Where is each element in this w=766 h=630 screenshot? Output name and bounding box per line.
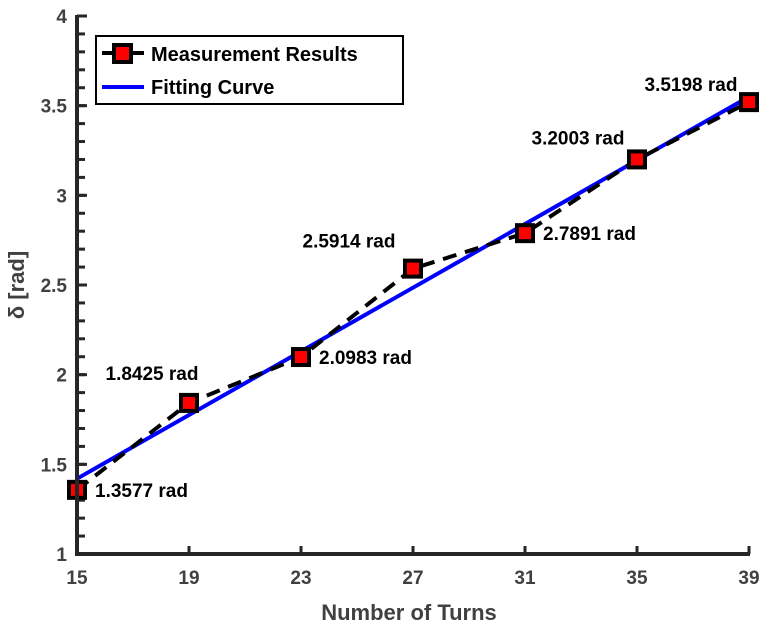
data-point-marker[interactable]: [403, 258, 423, 279]
data-point-marker[interactable]: [291, 347, 311, 368]
x-tick-label: 15: [66, 568, 88, 589]
y-tick-label: 4: [56, 7, 67, 28]
legend-item-fitting[interactable]: Fitting Curve: [102, 77, 274, 99]
legend-box: [95, 35, 404, 105]
x-tick-label: 19: [178, 568, 199, 589]
legend-marker-square-icon: [112, 43, 133, 64]
legend: Measurement Results Fitting Curve: [95, 35, 404, 105]
y-tick-label: 3.5: [41, 97, 68, 118]
data-value-label: 1.3577 rad: [95, 481, 188, 502]
data-point-marker[interactable]: [739, 92, 759, 113]
legend-label-measurement: Measurement Results: [151, 44, 358, 66]
y-tick-label: 2: [56, 366, 67, 387]
data-value-label: 3.2003 rad: [532, 128, 625, 149]
data-point-marker[interactable]: [627, 149, 647, 170]
data-labels: 1.3577 rad 1.8425 rad 2.0983 rad 2.5914 rad…: [95, 75, 737, 502]
data-value-label: 2.0983 rad: [319, 348, 412, 369]
y-axis-title: δ [rad]: [4, 251, 29, 319]
y-tick-label: 2.5: [41, 276, 68, 297]
y-tick-label: 3: [56, 186, 67, 207]
x-tick-label: 31: [514, 568, 536, 589]
x-tick-label: 23: [290, 568, 311, 589]
x-axis-title: Number of Turns: [321, 600, 497, 625]
legend-item-measurement[interactable]: Measurement Results: [102, 43, 358, 66]
data-point-marker[interactable]: [515, 223, 535, 244]
data-point-marker[interactable]: [179, 392, 199, 413]
y-tick-label: 1.5: [41, 455, 68, 476]
legend-label-fitting: Fitting Curve: [151, 77, 274, 99]
data-value-label: 3.5198 rad: [645, 75, 738, 96]
measurement-series: [67, 92, 759, 500]
x-tick-label: 35: [626, 568, 648, 589]
x-tick-label: 27: [402, 568, 423, 589]
data-value-label: 1.8425 rad: [106, 364, 199, 385]
data-value-label: 2.5914 rad: [303, 232, 396, 253]
y-tick-label: 1: [56, 545, 67, 566]
x-tick-label: 39: [738, 568, 759, 589]
measurement-dashed-line: [75, 100, 750, 492]
data-value-label: 2.7891 rad: [543, 224, 636, 245]
x-axis-ticks: 15 19 23 27 31 35 39: [66, 546, 760, 589]
